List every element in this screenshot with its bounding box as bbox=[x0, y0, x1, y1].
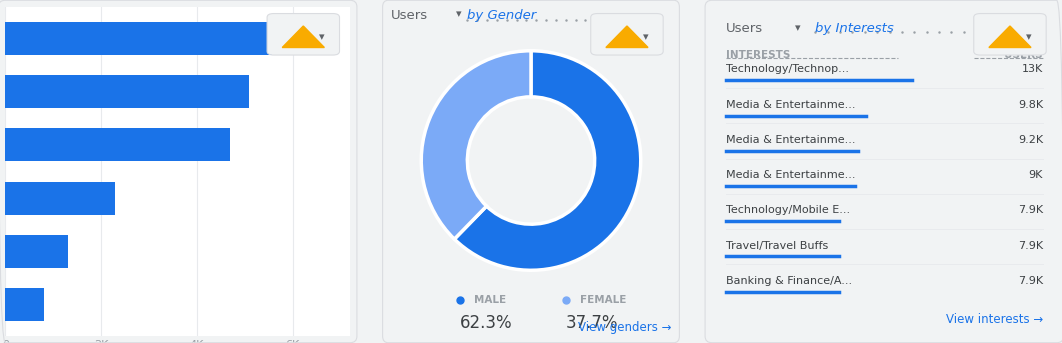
Bar bbox=[5, 75, 250, 108]
Bar bbox=[5, 288, 44, 321]
Text: Travel/Travel Buffs: Travel/Travel Buffs bbox=[725, 241, 828, 251]
Text: ▾: ▾ bbox=[794, 23, 801, 33]
Text: ▾: ▾ bbox=[1026, 32, 1031, 42]
Text: Technology/Mobile E...: Technology/Mobile E... bbox=[725, 205, 850, 215]
Text: Technology/Technop...: Technology/Technop... bbox=[725, 64, 849, 74]
Text: INTERESTS: INTERESTS bbox=[725, 50, 790, 60]
FancyBboxPatch shape bbox=[974, 13, 1046, 55]
Text: Users: Users bbox=[391, 9, 428, 22]
Text: 7.9K: 7.9K bbox=[1017, 205, 1043, 215]
Polygon shape bbox=[282, 26, 324, 48]
Text: View interests →: View interests → bbox=[945, 313, 1043, 326]
Text: Media & Entertainme...: Media & Entertainme... bbox=[725, 135, 855, 145]
Polygon shape bbox=[989, 26, 1031, 48]
Text: ⚠: ⚠ bbox=[1012, 22, 1023, 35]
Text: 7.9K: 7.9K bbox=[1017, 276, 1043, 286]
Text: Users: Users bbox=[725, 22, 763, 35]
Text: 37.7%: 37.7% bbox=[566, 314, 619, 332]
Wedge shape bbox=[422, 51, 531, 239]
Text: 9K: 9K bbox=[1028, 170, 1043, 180]
Text: FEMALE: FEMALE bbox=[581, 295, 627, 305]
Bar bbox=[5, 235, 68, 268]
Text: by Interests: by Interests bbox=[816, 22, 894, 35]
Text: ▾: ▾ bbox=[457, 10, 462, 20]
FancyBboxPatch shape bbox=[590, 13, 663, 55]
Bar bbox=[5, 128, 230, 161]
Text: Media & Entertainme...: Media & Entertainme... bbox=[725, 100, 855, 110]
Polygon shape bbox=[606, 26, 648, 48]
Text: 7.9K: 7.9K bbox=[1017, 241, 1043, 251]
Text: 9.2K: 9.2K bbox=[1017, 135, 1043, 145]
Text: 62.3%: 62.3% bbox=[460, 314, 512, 332]
Text: 9.8K: 9.8K bbox=[1017, 100, 1043, 110]
Text: ▾: ▾ bbox=[643, 32, 648, 42]
Bar bbox=[5, 182, 116, 215]
Text: MALE: MALE bbox=[474, 295, 507, 305]
Wedge shape bbox=[455, 51, 640, 270]
Text: USERS: USERS bbox=[1005, 50, 1043, 60]
Bar bbox=[5, 22, 326, 55]
FancyBboxPatch shape bbox=[267, 13, 340, 55]
Text: by Gender: by Gender bbox=[467, 9, 536, 22]
Text: 13K: 13K bbox=[1022, 64, 1043, 74]
Text: Media & Entertainme...: Media & Entertainme... bbox=[725, 170, 855, 180]
Text: ▾: ▾ bbox=[319, 32, 325, 42]
Text: Banking & Finance/A...: Banking & Finance/A... bbox=[725, 276, 852, 286]
Text: View genders →: View genders → bbox=[578, 321, 671, 334]
